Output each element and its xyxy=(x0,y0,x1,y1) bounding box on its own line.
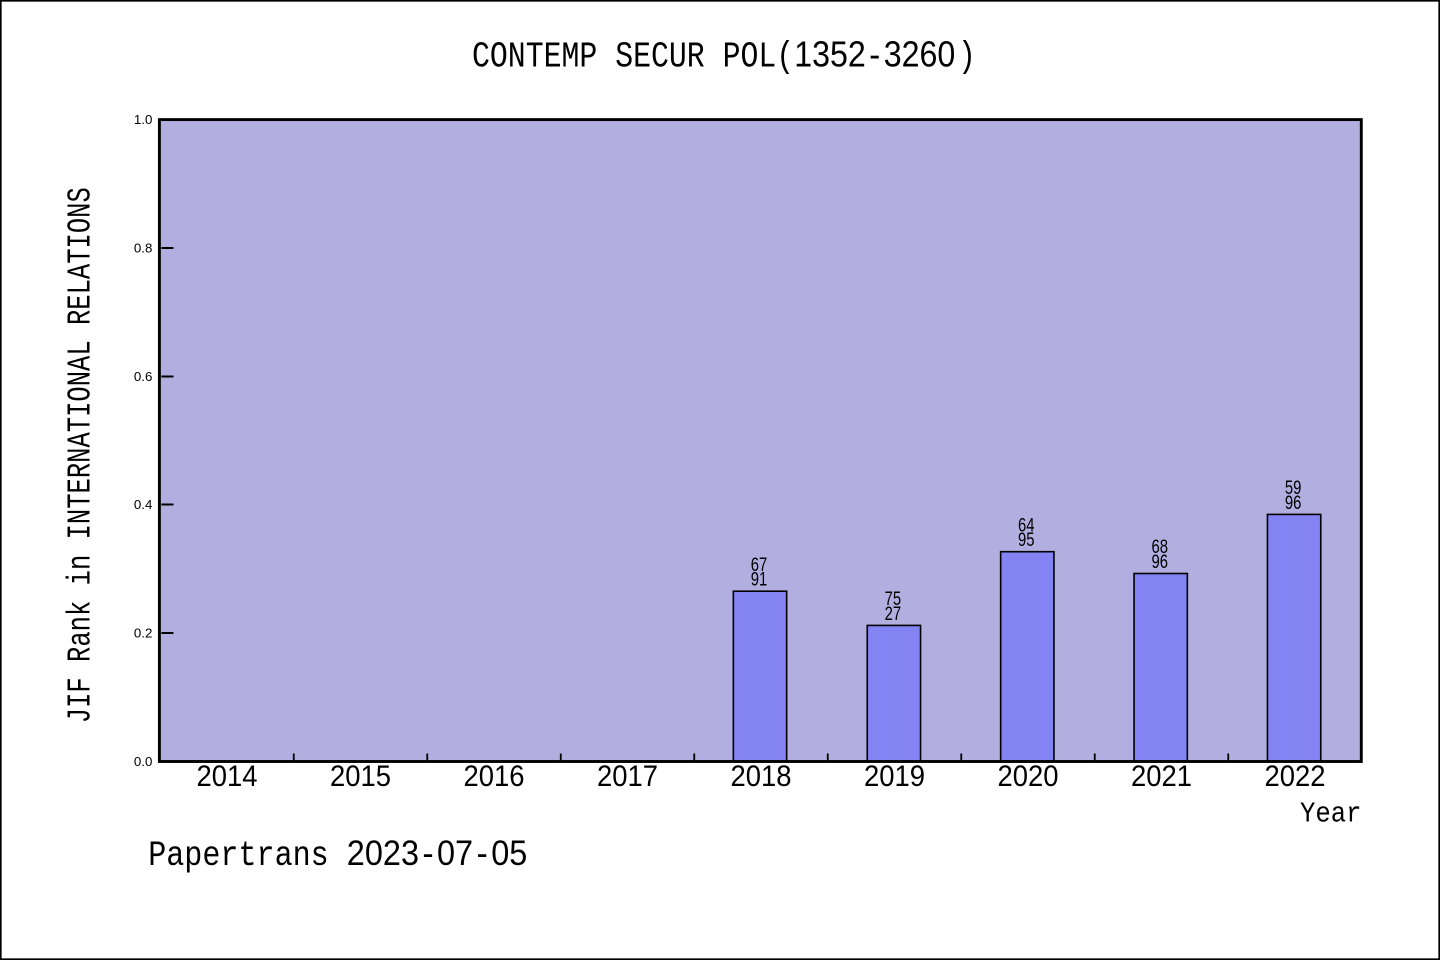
svg-text:2023: 2023 xyxy=(347,834,419,873)
svg-text:Year: Year xyxy=(1300,798,1362,831)
svg-text:1.0: 1.0 xyxy=(134,112,153,127)
svg-text:1352: 1352 xyxy=(794,34,866,75)
svg-text:JIF Rank in INTERNATIONAL RELA: JIF Rank in INTERNATIONAL RELATIONS xyxy=(63,187,101,723)
svg-text:07: 07 xyxy=(437,834,473,873)
svg-text:Papertrans: Papertrans xyxy=(148,836,347,876)
svg-text:67: 67 xyxy=(751,555,768,576)
svg-text:-: - xyxy=(473,836,491,876)
svg-text:0.4: 0.4 xyxy=(134,497,153,512)
svg-text:0.8: 0.8 xyxy=(134,241,153,256)
svg-text:2022: 2022 xyxy=(1265,760,1326,793)
svg-text:91: 91 xyxy=(751,570,768,591)
svg-text:2018: 2018 xyxy=(731,760,792,793)
svg-text:0.2: 0.2 xyxy=(134,626,153,641)
svg-text:2016: 2016 xyxy=(464,760,525,793)
svg-text:2017: 2017 xyxy=(597,760,658,793)
svg-text:2021: 2021 xyxy=(1131,760,1192,793)
svg-text:27: 27 xyxy=(885,604,902,625)
svg-text:68: 68 xyxy=(1151,537,1168,558)
svg-text:05: 05 xyxy=(491,834,527,873)
svg-text:): ) xyxy=(958,37,976,78)
svg-text:CONTEMP SECUR POL(: CONTEMP SECUR POL( xyxy=(472,37,794,78)
svg-text:64: 64 xyxy=(1018,515,1035,536)
svg-text:75: 75 xyxy=(885,589,902,610)
svg-text:96: 96 xyxy=(1151,552,1168,573)
svg-text:-: - xyxy=(866,37,884,78)
svg-text:2015: 2015 xyxy=(330,760,391,793)
svg-text:95: 95 xyxy=(1018,530,1035,551)
svg-text:96: 96 xyxy=(1285,493,1302,514)
svg-text:0.0: 0.0 xyxy=(134,754,153,769)
svg-text:0.6: 0.6 xyxy=(134,369,153,384)
svg-text:2020: 2020 xyxy=(998,760,1059,793)
svg-text:59: 59 xyxy=(1285,478,1302,499)
svg-text:2019: 2019 xyxy=(864,760,925,793)
svg-text:2014: 2014 xyxy=(197,760,258,793)
svg-text:3260: 3260 xyxy=(884,34,956,75)
svg-text:-: - xyxy=(419,836,437,876)
